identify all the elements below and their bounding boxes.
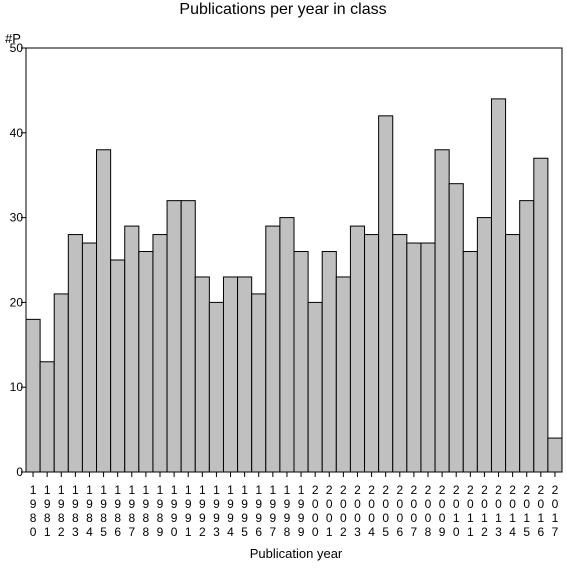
bar <box>166 200 182 473</box>
y-tick-label: 20 <box>10 295 24 309</box>
bar <box>81 242 98 473</box>
bar <box>533 157 549 473</box>
bar <box>420 242 436 473</box>
bar <box>138 251 154 473</box>
bar <box>335 276 351 473</box>
bar <box>96 149 112 473</box>
bar <box>265 225 281 473</box>
bar <box>222 276 239 473</box>
chart-title: Publications per year in class <box>179 1 386 18</box>
bar <box>67 234 83 473</box>
bar <box>434 149 450 473</box>
bar <box>349 225 366 473</box>
bar <box>476 217 492 473</box>
y-tick-label: 40 <box>10 126 24 140</box>
y-tick-label: 0 <box>16 465 23 479</box>
bar <box>505 234 521 473</box>
bar <box>547 437 563 473</box>
bar <box>392 234 408 473</box>
bar <box>378 115 394 473</box>
plot-area: 0 10 20 30 40 50 1 9 8 0 1 9 8 1 1 9 8 2 1 9 8 3 1 9 8 4 1 9 8 5 1 9 8 6 1… <box>10 41 563 539</box>
y-tick-label: 50 <box>10 41 24 55</box>
y-tick-label: 30 <box>10 211 24 225</box>
bar <box>251 293 267 473</box>
bar <box>462 251 478 473</box>
y-tick-label: 10 <box>10 380 24 394</box>
bar <box>152 234 168 473</box>
bar <box>307 301 323 473</box>
bar <box>519 200 535 473</box>
bar <box>321 251 337 473</box>
y-axis-label: #P <box>5 31 21 46</box>
bar <box>39 361 55 473</box>
bar <box>237 276 253 473</box>
bar <box>490 98 507 473</box>
bar <box>208 301 224 473</box>
bar <box>180 200 196 473</box>
bar <box>448 183 464 473</box>
bar <box>279 217 295 473</box>
bar <box>53 293 69 473</box>
bar <box>194 276 210 473</box>
x-axis-label: Publication year <box>250 546 343 561</box>
bar <box>124 225 140 473</box>
bar <box>364 234 380 473</box>
bar <box>25 318 41 473</box>
bar <box>406 242 422 473</box>
bar <box>110 259 126 473</box>
bar <box>293 251 309 473</box>
